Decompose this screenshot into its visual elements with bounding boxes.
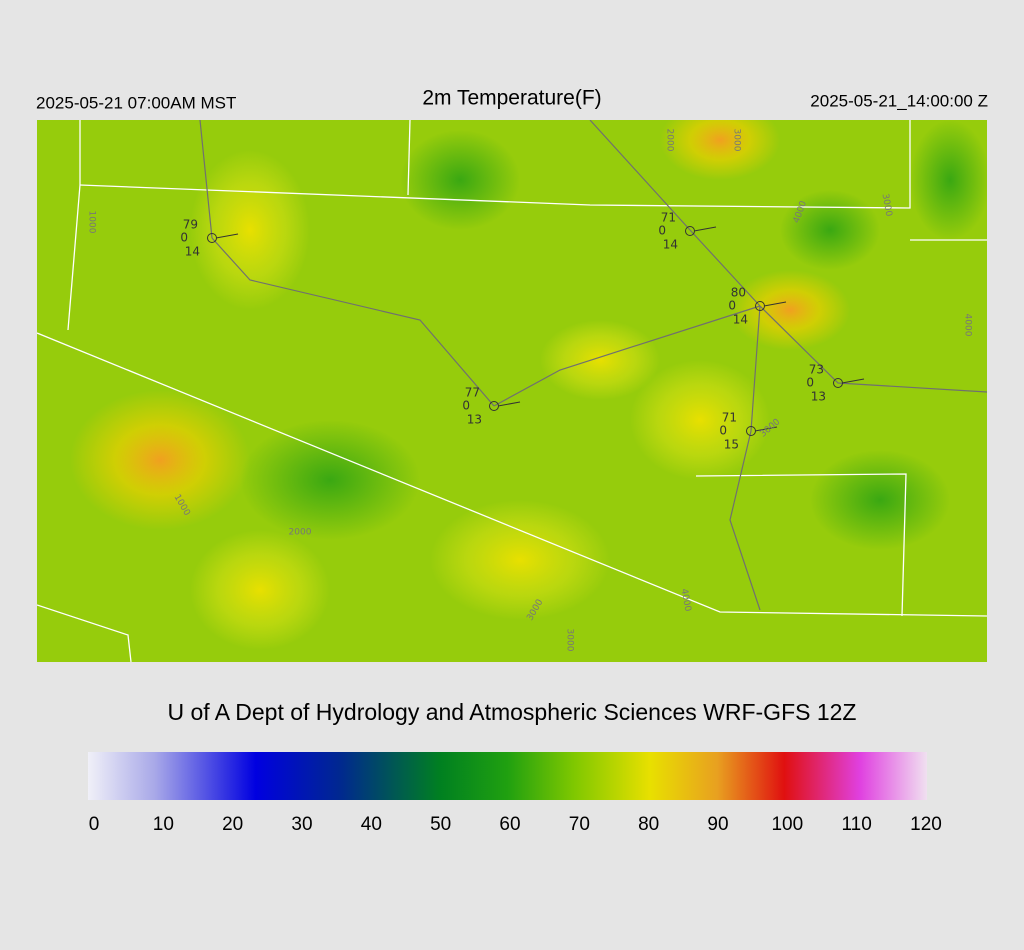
footer: U of A Dept of Hydrology and Atmospheric… bbox=[167, 699, 856, 725]
colorbar-tick-label: 50 bbox=[430, 814, 451, 835]
station-wind: 0 bbox=[719, 424, 727, 438]
map bbox=[37, 120, 987, 662]
contour-label: 3000 bbox=[880, 193, 894, 218]
contour-label: 3000 bbox=[732, 129, 742, 152]
station-wind: 0 bbox=[806, 376, 814, 390]
station-dew: 14 bbox=[733, 313, 748, 327]
station-dew: 13 bbox=[811, 390, 826, 404]
station-wind: 0 bbox=[180, 231, 188, 245]
contour-label: 3000 bbox=[565, 629, 575, 652]
station-temp: 77 bbox=[465, 386, 480, 400]
colorbar-tick-label: 20 bbox=[222, 814, 243, 835]
wind-barb bbox=[693, 226, 717, 232]
colorbar-tick-label: 70 bbox=[569, 814, 590, 835]
colorbar-tick-label: 80 bbox=[638, 814, 659, 835]
colorbar-tick-label: 40 bbox=[361, 814, 382, 835]
valid-time-utc: 2025-05-21_14:00:00 Z bbox=[810, 91, 988, 110]
station-dew: 14 bbox=[185, 245, 200, 259]
station-dew: 14 bbox=[663, 238, 678, 252]
contour-label: 4000 bbox=[963, 314, 973, 337]
colorbar-tick-label: 30 bbox=[291, 814, 312, 835]
colorbar-tick-label: 110 bbox=[842, 814, 872, 835]
colorbar bbox=[88, 752, 927, 800]
wind-barb bbox=[215, 233, 239, 239]
contour-label: 2000 bbox=[289, 528, 312, 538]
colorbar-tick-label: 0 bbox=[89, 814, 100, 835]
station-temp: 73 bbox=[809, 363, 824, 377]
colorbar-tick-label: 120 bbox=[910, 814, 942, 835]
colorbar-tick-label: 10 bbox=[153, 814, 174, 835]
contour-label: 2000 bbox=[665, 129, 675, 152]
title: 2m Temperature(F) bbox=[422, 87, 601, 110]
valid-time-local: 2025-05-21 07:00AM MST bbox=[36, 93, 236, 112]
station-temp: 71 bbox=[722, 411, 737, 425]
station-wind: 0 bbox=[658, 224, 666, 238]
station-dew: 15 bbox=[724, 438, 739, 452]
wind-barb bbox=[497, 401, 521, 407]
station-dew: 13 bbox=[467, 413, 482, 427]
contour-label: 1000 bbox=[87, 211, 97, 234]
colorbar-tick-label: 90 bbox=[707, 814, 728, 835]
station-wind: 0 bbox=[462, 399, 470, 413]
wind-barb bbox=[754, 426, 778, 432]
station-temp: 79 bbox=[183, 218, 198, 232]
wind-barb bbox=[763, 301, 787, 307]
contour-label: 4000 bbox=[679, 588, 693, 613]
station-temp: 80 bbox=[731, 286, 746, 300]
colorbar-tick-label: 100 bbox=[771, 814, 803, 835]
wind-barb bbox=[841, 378, 865, 384]
station-wind: 0 bbox=[728, 299, 736, 313]
colorbar-tick-label: 60 bbox=[499, 814, 520, 835]
station-temp: 71 bbox=[661, 211, 676, 225]
